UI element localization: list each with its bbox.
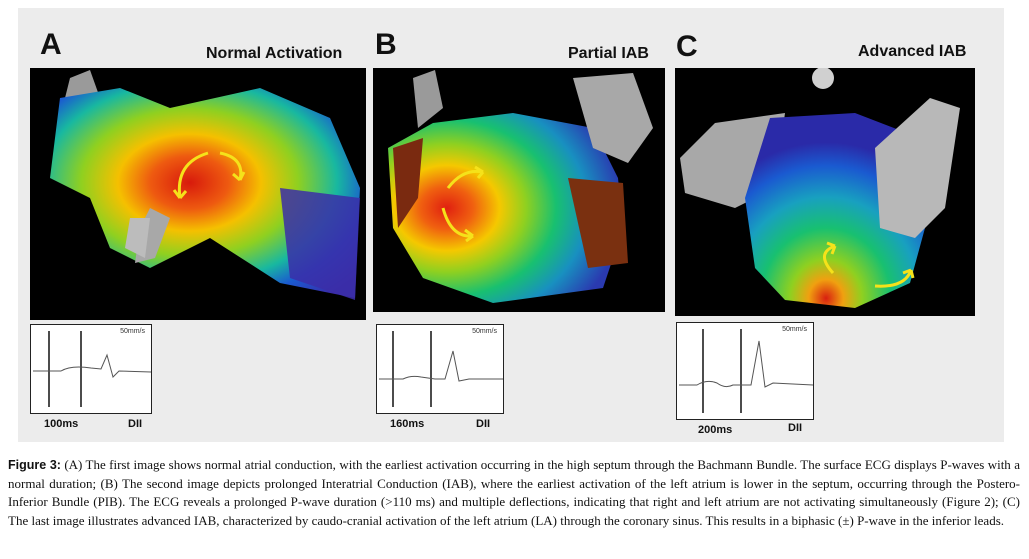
panel-c-ecg: 50mm/s	[676, 322, 814, 420]
ecg-lead-c: DII	[788, 422, 803, 434]
caption-label: Figure 3:	[8, 458, 61, 472]
ecg-speed-a: 50mm/s	[120, 328, 145, 335]
ecg-duration-a: 100ms	[44, 418, 79, 430]
panel-a-activation-map	[30, 68, 366, 320]
panel-c-letter: C	[676, 30, 698, 63]
caption-text: (A) The first image shows normal atrial …	[8, 457, 1020, 528]
panel-c-title: Advanced IAB	[858, 43, 967, 60]
ecg-lead-a: DII	[128, 418, 143, 430]
ecg-duration-b: 160ms	[390, 418, 425, 430]
panel-c-activation-map	[675, 68, 975, 316]
panel-b-title: Partial IAB	[568, 45, 649, 62]
ecg-lead-b: DII	[476, 418, 491, 430]
ecg-duration-c: 200ms	[698, 424, 733, 436]
figure-caption: Figure 3: (A) The first image shows norm…	[8, 456, 1020, 530]
panel-a-title: Normal Activation	[206, 45, 343, 62]
panel-b-activation-map	[373, 68, 665, 312]
panel-a-ecg: 50mm/s	[30, 324, 152, 414]
ecg-speed-c: 50mm/s	[782, 326, 807, 333]
ecg-speed-b: 50mm/s	[472, 328, 497, 335]
panel-a-letter: A	[40, 28, 62, 61]
panel-b-ecg: 50mm/s	[376, 324, 504, 414]
panel-b-letter: B	[375, 28, 397, 61]
